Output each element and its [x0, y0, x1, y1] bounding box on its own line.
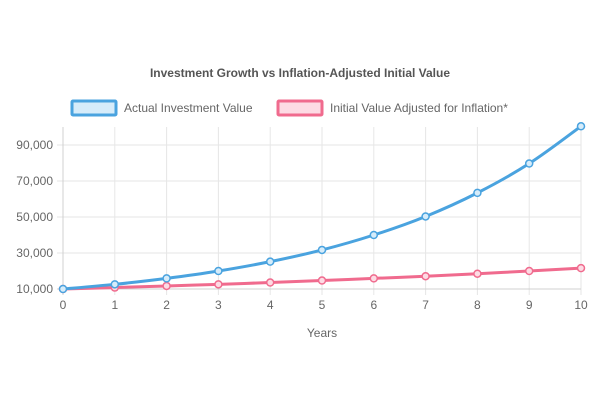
data-point-initial-value-adjusted-for-inflation-10: [576, 263, 586, 273]
data-point-actual-investment-value-7: [421, 212, 430, 221]
series-layer: [58, 122, 586, 294]
x-tick-label: 7: [422, 298, 429, 312]
x-tick-label: 3: [215, 298, 222, 312]
legend-swatch-actual-investment-value: [70, 99, 118, 117]
data-point-initial-value-adjusted-for-inflation-5: [317, 276, 327, 285]
legend: Actual Investment Value Initial Value Ad…: [70, 99, 508, 117]
y-tick-label: 90,000: [16, 138, 53, 152]
grid: [57, 127, 582, 295]
legend-label-actual-investment-value: Actual Investment Value: [124, 101, 253, 115]
data-point-initial-value-adjusted-for-inflation-9: [524, 266, 534, 276]
x-tick-label: 4: [267, 298, 274, 312]
series-actual-investment-value: [58, 122, 586, 294]
data-point-initial-value-adjusted-for-inflation-3: [214, 280, 223, 289]
x-tick-label: 0: [60, 298, 67, 312]
y-tick-label: 70,000: [16, 174, 53, 188]
x-tick-label: 9: [526, 298, 533, 312]
legend-label-inflation-adjusted: Initial Value Adjusted for Inflation*: [330, 101, 508, 115]
data-point-actual-investment-value-4: [265, 257, 275, 266]
data-point-actual-investment-value-8: [473, 188, 482, 198]
data-point-actual-investment-value-9: [524, 159, 534, 168]
x-tick-label: 10: [574, 298, 588, 312]
data-point-actual-investment-value-6: [369, 230, 379, 240]
data-point-actual-investment-value-10: [576, 122, 586, 131]
x-tick-label: 2: [163, 298, 170, 312]
x-tick-label: 6: [370, 298, 377, 312]
legend-item-inflation-adjusted[interactable]: Initial Value Adjusted for Inflation*: [276, 99, 508, 117]
data-point-actual-investment-value-1: [110, 280, 120, 289]
legend-swatch-inflation-adjusted: [276, 99, 324, 117]
data-point-actual-investment-value-3: [214, 266, 223, 276]
legend-item-actual-investment-value[interactable]: Actual Investment Value: [70, 99, 253, 117]
data-point-initial-value-adjusted-for-inflation-2: [162, 281, 171, 291]
data-point-initial-value-adjusted-for-inflation-4: [265, 278, 275, 287]
data-point-initial-value-adjusted-for-inflation-6: [369, 274, 379, 283]
y-tick-label: 50,000: [16, 210, 53, 224]
data-point-initial-value-adjusted-for-inflation-8: [473, 269, 482, 278]
y-axis-tick-labels: 10,000 30,000 50,000 70,000 90,000: [16, 138, 53, 296]
data-point-actual-investment-value-0: [58, 284, 68, 294]
x-axis-tick-labels: 0 1 2 3 4 5 6 7 8 9 10: [60, 298, 588, 312]
x-tick-label: 8: [474, 298, 481, 312]
x-tick-label: 5: [319, 298, 326, 312]
data-point-actual-investment-value-2: [162, 274, 171, 283]
y-tick-label: 10,000: [16, 282, 53, 296]
x-tick-label: 1: [111, 298, 118, 312]
chart-title: Investment Growth vs Inflation-Adjusted …: [150, 66, 450, 80]
y-tick-label: 30,000: [16, 246, 53, 260]
data-point-actual-investment-value-5: [317, 245, 327, 255]
x-axis-label: Years: [307, 326, 337, 340]
data-point-initial-value-adjusted-for-inflation-7: [421, 271, 430, 281]
